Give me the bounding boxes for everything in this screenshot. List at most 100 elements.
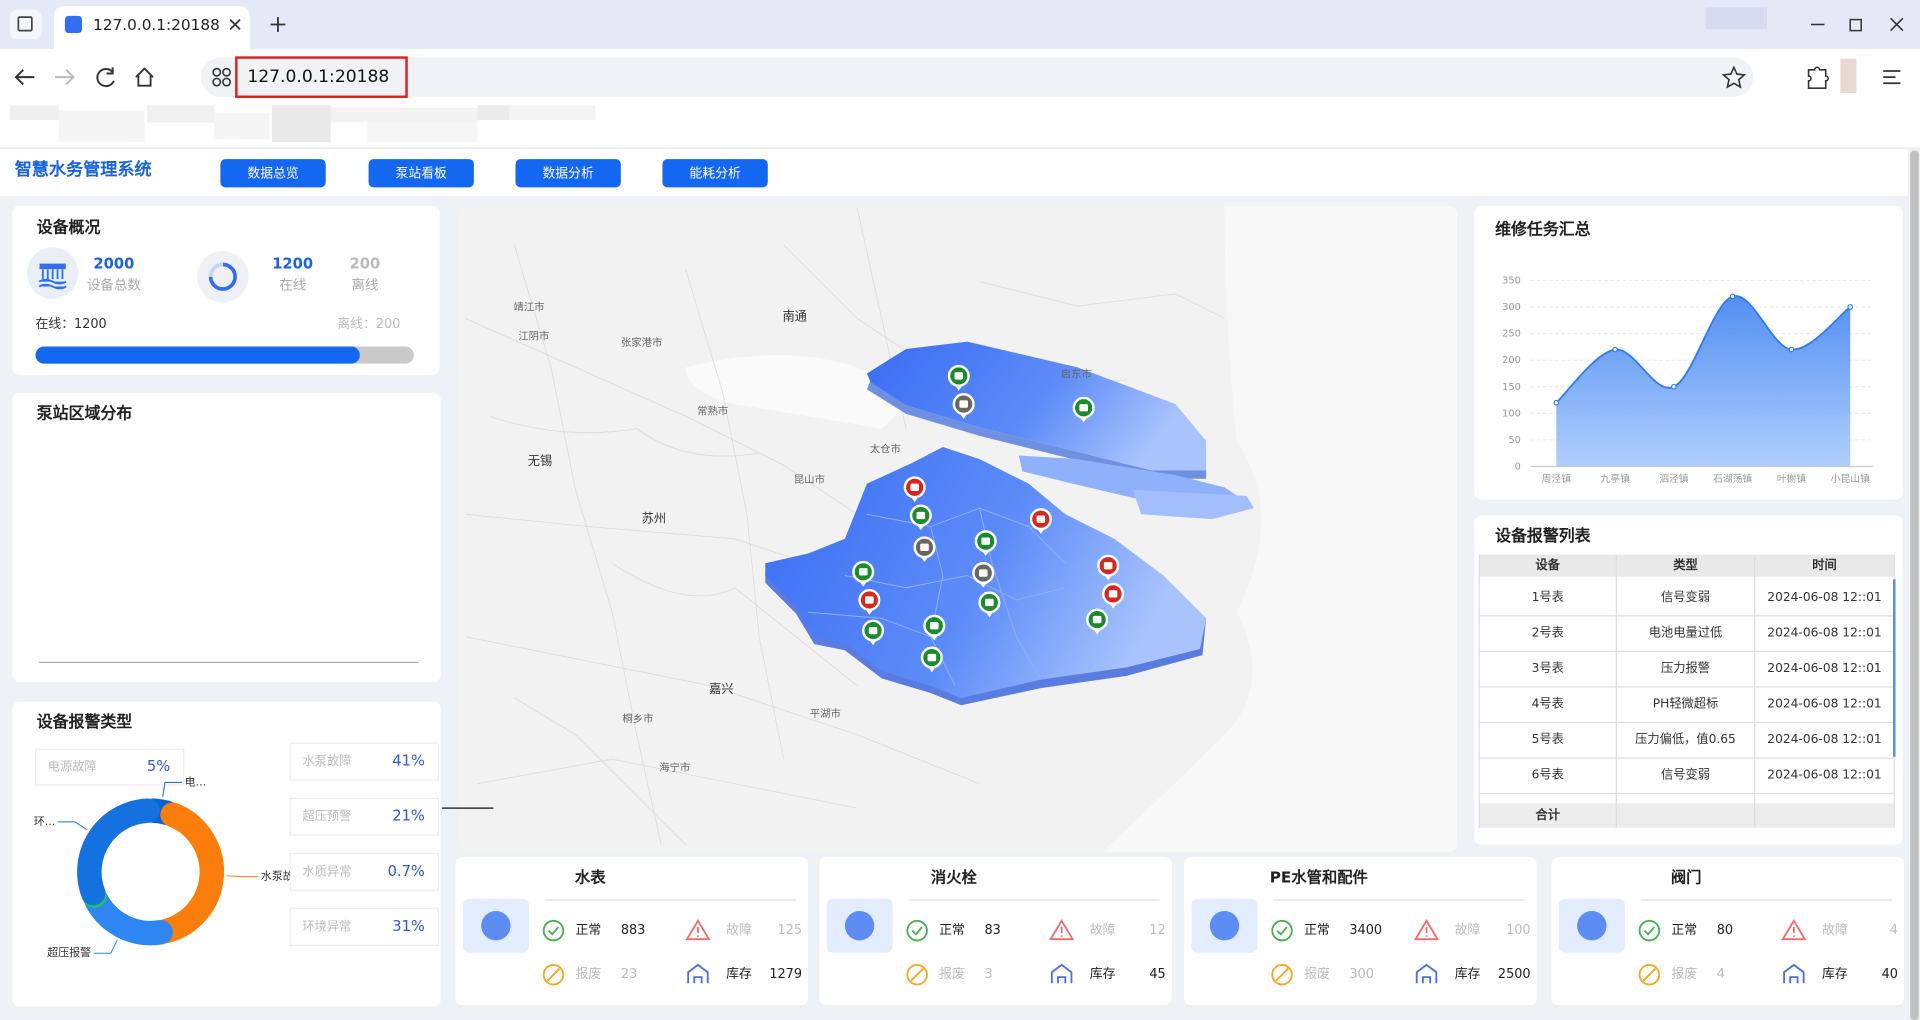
footer-cell: 合计 xyxy=(1536,807,1560,822)
forward-button[interactable] xyxy=(55,69,75,86)
icon-fault xyxy=(1048,919,1075,941)
donut-segment xyxy=(154,802,224,944)
legend-box xyxy=(289,797,439,836)
legend-name: 水泵故障 xyxy=(302,753,351,768)
card xyxy=(1551,857,1905,1006)
icon-normal xyxy=(1271,919,1293,942)
active-tab[interactable] xyxy=(53,6,250,49)
stat-label: 正常 xyxy=(576,923,602,938)
y-tick-label: 0 xyxy=(1515,462,1521,473)
stat-label: 库存 xyxy=(1090,966,1116,982)
legend-value: 41% xyxy=(392,753,425,770)
marker-glyph xyxy=(865,596,874,604)
home-button[interactable] xyxy=(135,67,154,87)
city-label: 靖江市 xyxy=(513,300,544,313)
marker-glyph xyxy=(954,372,964,380)
stat-value: 883 xyxy=(621,923,646,938)
point xyxy=(1729,293,1736,300)
stat-label: 故障 xyxy=(726,923,752,938)
sea xyxy=(1102,205,1458,853)
stat-value: 83 xyxy=(984,923,1000,938)
legend-name: 水质异常 xyxy=(302,864,351,878)
cell: 6号表 xyxy=(1532,768,1564,782)
cell: 4号表 xyxy=(1532,697,1564,711)
tab-bar xyxy=(0,0,1920,49)
panel xyxy=(12,393,441,683)
reload-button[interactable] xyxy=(96,67,115,88)
bookmarks-bar xyxy=(9,105,596,143)
profile-avatar[interactable] xyxy=(1840,58,1857,94)
point xyxy=(1847,304,1854,310)
marker-glyph xyxy=(910,483,919,492)
card xyxy=(1184,857,1537,1006)
card-title: 消火栓 xyxy=(931,868,978,886)
back-button[interactable] xyxy=(14,69,35,86)
icon-normal-check xyxy=(1643,926,1655,936)
icon-stock xyxy=(687,963,709,984)
cell: 电池电量过低 xyxy=(1649,626,1722,640)
nav-label: 数据分析 xyxy=(542,166,594,181)
icon-scrap-slash xyxy=(1275,967,1289,982)
cell: 压力报警 xyxy=(1661,660,1710,675)
nav-button[interactable] xyxy=(662,159,768,188)
progress-bar xyxy=(35,346,414,364)
label-line xyxy=(93,939,118,954)
stat-label: 正常 xyxy=(1304,923,1330,938)
online-count: 1200 xyxy=(272,255,313,272)
url-text: 127.0.0.1:20188 xyxy=(247,67,389,87)
map-markers xyxy=(852,364,1125,673)
tab-close[interactable] xyxy=(229,18,241,30)
stat-value: 4 xyxy=(1890,923,1898,938)
offline-label: 离线 xyxy=(351,276,378,293)
river xyxy=(685,355,902,429)
marker-glyph xyxy=(959,400,968,408)
scrollbar-thumb[interactable] xyxy=(1910,150,1919,1020)
stat-value: 4 xyxy=(1717,967,1725,982)
x-tick-label: 周泾镇 xyxy=(1542,472,1572,485)
menu-button[interactable] xyxy=(1883,70,1901,85)
cell: 2024-06-08 12::01 xyxy=(1767,590,1881,604)
label-line xyxy=(162,781,183,797)
online-label: 在线 xyxy=(279,277,306,293)
icon-scrap xyxy=(542,963,565,986)
new-tab[interactable] xyxy=(270,17,286,32)
city-label: 平湖市 xyxy=(810,707,841,720)
card-title: PE水管和配件 xyxy=(1270,868,1368,886)
x-tick-label: 小昆山镇 xyxy=(1831,472,1870,485)
icon-fault xyxy=(1413,919,1440,941)
city-label: 海宁市 xyxy=(659,761,690,774)
cell: 5号表 xyxy=(1532,732,1564,746)
y-tick-label: 150 xyxy=(1502,382,1521,393)
cell: 信号变弱 xyxy=(1661,589,1710,604)
card xyxy=(455,857,809,1006)
city-label: 嘉兴 xyxy=(709,682,733,696)
cell: 2024-06-08 12::01 xyxy=(1767,626,1881,640)
point xyxy=(1671,383,1677,390)
icon-normal xyxy=(906,919,928,942)
stat-value: 125 xyxy=(778,923,803,938)
donut-segment xyxy=(77,798,160,906)
extensions[interactable] xyxy=(1807,66,1829,89)
total-label: 设备总数 xyxy=(87,276,141,293)
restore[interactable] xyxy=(1849,18,1862,32)
tab-search-button[interactable] xyxy=(9,9,42,40)
city-label: 昆山市 xyxy=(794,473,825,486)
cell: 3号表 xyxy=(1532,661,1564,675)
icon-scrap-slash xyxy=(910,967,924,982)
y-tick-label: 300 xyxy=(1502,302,1521,313)
nav-button[interactable] xyxy=(368,159,474,188)
bar-online xyxy=(35,346,360,364)
panel-title: 泵站区域分布 xyxy=(36,403,133,422)
bar-online-text: 在线：1200 xyxy=(36,317,107,332)
nav-button[interactable] xyxy=(515,159,621,188)
online-ring xyxy=(208,262,237,291)
cell: 2024-06-08 12::01 xyxy=(1767,768,1881,782)
bookmark-star[interactable] xyxy=(1721,65,1747,89)
nav-button[interactable] xyxy=(220,159,326,188)
cell: 2024-06-08 12::01 xyxy=(1767,697,1881,711)
close-window[interactable] xyxy=(1890,17,1904,32)
city-label: 张家港市 xyxy=(621,336,663,349)
address-bar[interactable] xyxy=(200,57,1754,97)
marker-glyph xyxy=(927,653,937,662)
